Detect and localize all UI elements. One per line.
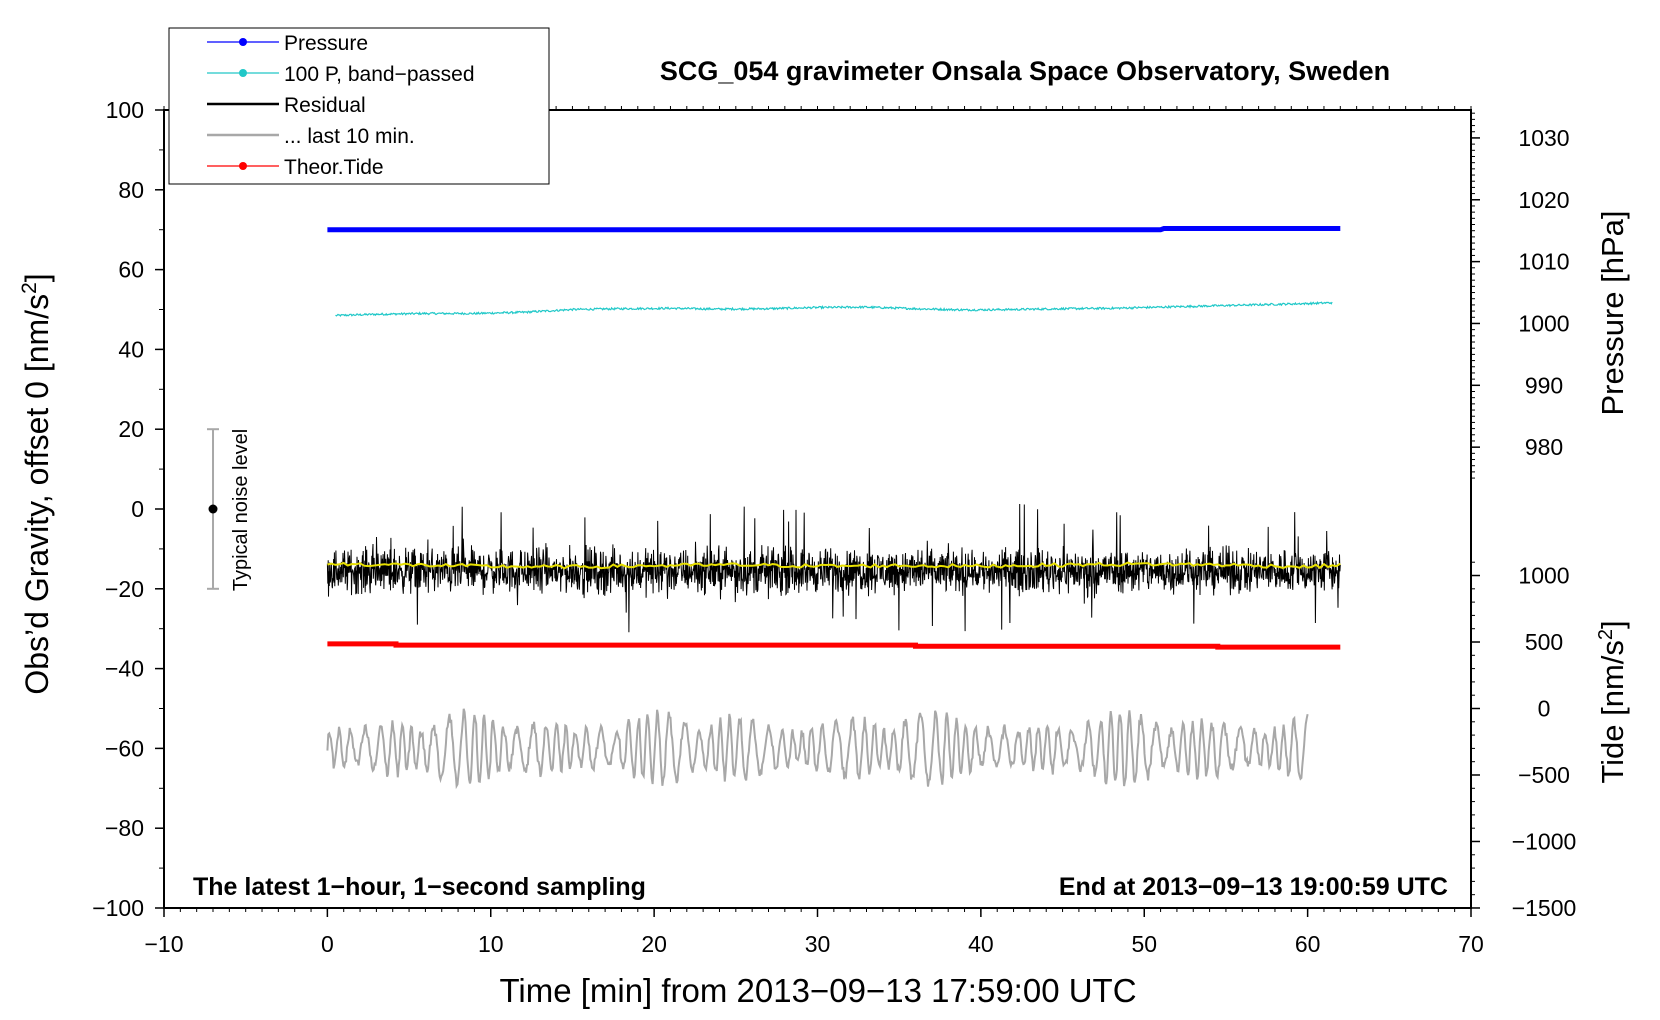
tide-tick-label: 500 [1525, 629, 1563, 655]
bandpassed-pressure-series [335, 300, 1333, 318]
pressure-series [327, 226, 1341, 233]
tide-axis-label-close: ] [1595, 620, 1630, 629]
pressure-tick-label: 1020 [1518, 187, 1569, 213]
x-tick-label: 0 [321, 931, 334, 957]
pressure-tick-label: 1030 [1518, 125, 1569, 151]
legend-label: Pressure [284, 32, 368, 55]
y-tick-label: 60 [118, 257, 144, 283]
x-tick-label: 40 [968, 931, 994, 957]
residual-smoothed-series [327, 561, 1341, 570]
y-tick-label: −20 [105, 576, 144, 602]
legend-label: Theor.Tide [284, 156, 384, 179]
legend-label: ... last 10 min. [284, 125, 415, 148]
tide-axis-label-main: Tide [nm/s [1595, 640, 1630, 784]
annotation-bottom-left: The latest 1−hour, 1−second sampling [193, 873, 646, 901]
x-tick-label: 30 [805, 931, 831, 957]
x-tick-label: 10 [478, 931, 504, 957]
y-tick-label: 40 [118, 336, 144, 362]
annotation-bottom-right: End at 2013−09−13 19:00:59 UTC [1059, 873, 1448, 901]
x-tick-label: 20 [641, 931, 667, 957]
legend-swatch-dot [239, 38, 247, 46]
pressure-tick-label: 1010 [1518, 249, 1569, 275]
x-tick-label: 70 [1458, 931, 1484, 957]
pressure-tick-label: 1000 [1518, 310, 1569, 336]
legend: Pressure 100 P, band−passed Residual ... la… [168, 27, 550, 185]
axes-group: −10 0 10 20 30 40 50 60 70100806040200−20−40−60−… [92, 97, 1576, 957]
tide-axis-label-sup: 2 [1595, 629, 1617, 640]
y-tick-label: 80 [118, 177, 144, 203]
legend-swatch-dot [239, 69, 247, 77]
y-tick-label: −100 [92, 895, 144, 921]
legend-label: Residual [284, 94, 366, 117]
noise-marker-dot [208, 504, 218, 514]
x-tick-label: 50 [1131, 931, 1157, 957]
y-tick-label: −40 [105, 656, 144, 682]
y-tick-label: 0 [131, 496, 144, 522]
tide-tick-label: 0 [1538, 696, 1551, 722]
tide-axis-label: Tide [nm/s2] [1595, 620, 1630, 783]
pressure-tick-label: 990 [1525, 372, 1563, 398]
tide-series [327, 641, 1341, 650]
y-tick-label: 100 [106, 97, 144, 123]
y-tick-label: 20 [118, 416, 144, 442]
tide-tick-label: −500 [1518, 762, 1570, 788]
labels-group: SCG_054 gravimeter Onsala Space Observat… [18, 56, 1630, 1009]
chart-title: SCG_054 gravimeter Onsala Space Observat… [660, 56, 1390, 86]
y-axis-label-left-sup: 2 [18, 282, 41, 294]
tide-tick-label: −1000 [1512, 828, 1577, 854]
tide-tick-label: 1000 [1518, 563, 1569, 589]
y-axis-label-left-close: ] [19, 273, 55, 282]
y-axis-label-left-main: Obs’d Gravity, offset 0 [nm/s [19, 294, 55, 695]
x-tick-label: 60 [1295, 931, 1321, 957]
tide-tick-label: −1500 [1512, 895, 1577, 921]
series-group [207, 226, 1341, 790]
last-10-min-series [326, 708, 1309, 790]
y-tick-label: −60 [105, 735, 144, 761]
x-axis-label: Time [min] from 2013−09−13 17:59:00 UTC [499, 972, 1136, 1009]
noise-marker-label: Typical noise level [230, 429, 252, 591]
legend-box [168, 27, 550, 185]
legend-label: 100 P, band−passed [284, 63, 475, 86]
y-tick-label: −80 [105, 815, 144, 841]
pressure-axis-label: Pressure [hPa] [1595, 210, 1630, 415]
pressure-tick-label: 980 [1525, 434, 1563, 460]
legend-swatch-dot [239, 162, 247, 170]
x-tick-label: −10 [144, 931, 183, 957]
y-axis-label-left: Obs’d Gravity, offset 0 [nm/s2] [18, 273, 55, 694]
